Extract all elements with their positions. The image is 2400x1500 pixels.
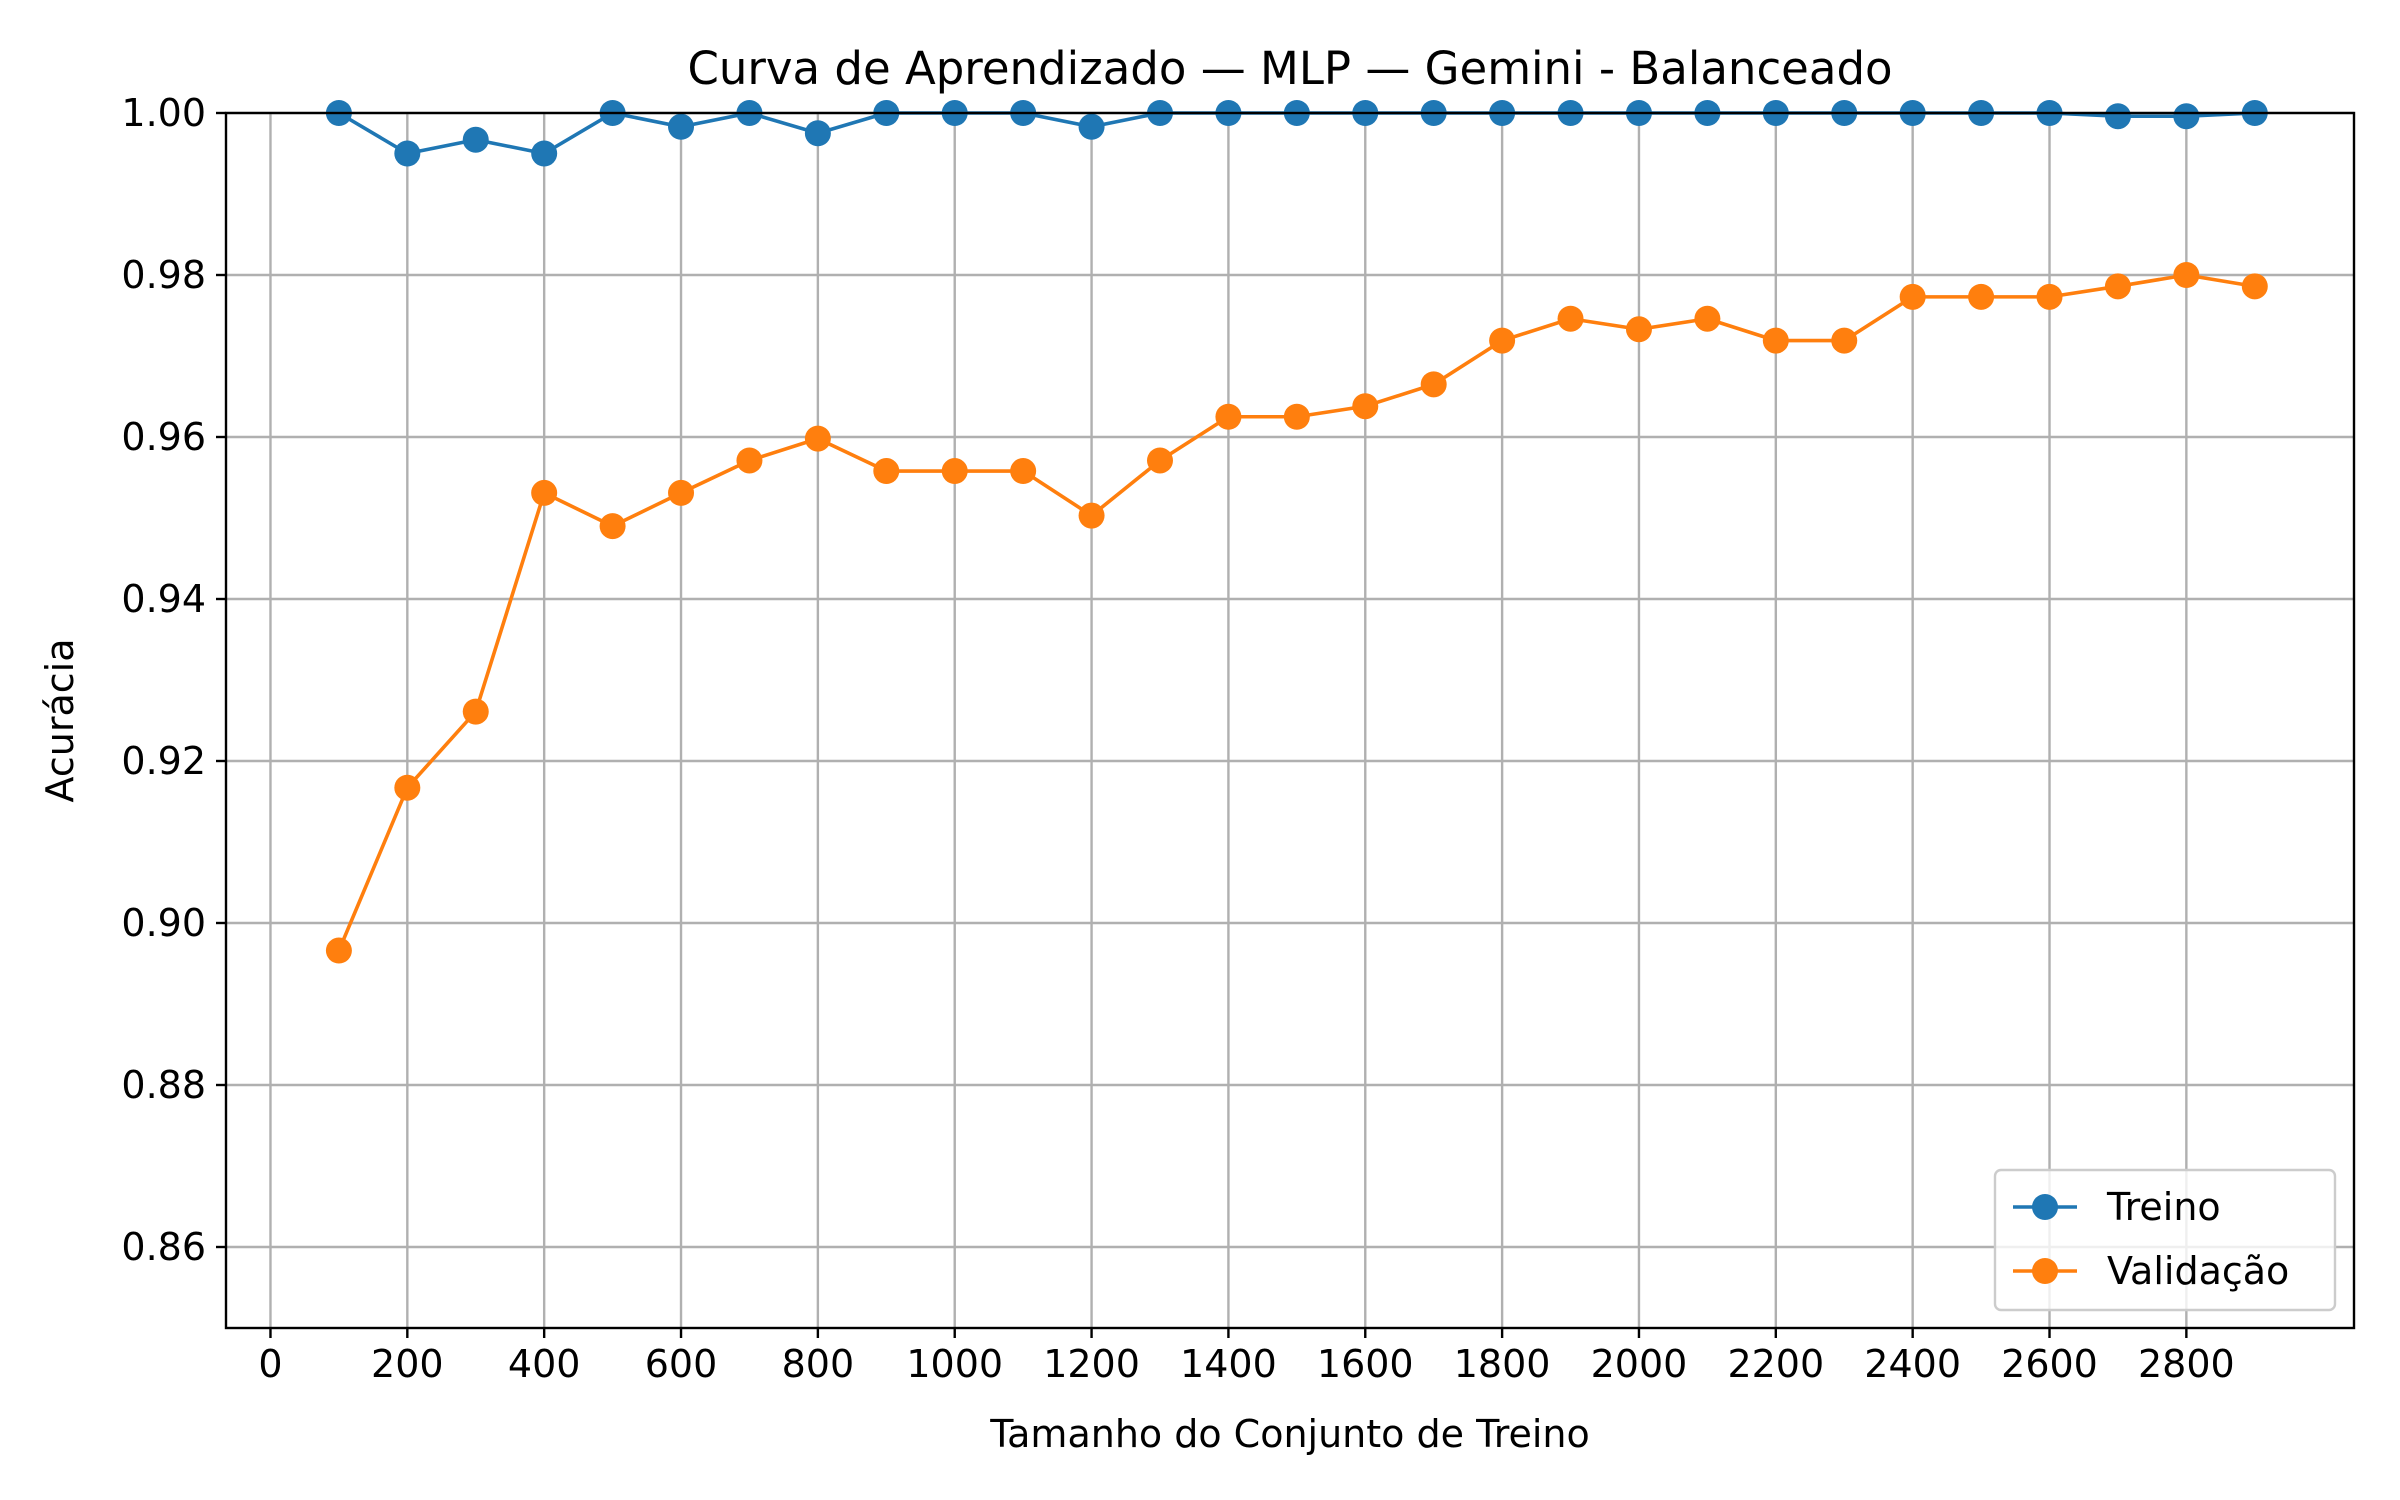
data-point bbox=[668, 479, 695, 506]
x-tick-label: 1400 bbox=[1180, 1342, 1277, 1386]
data-point bbox=[1010, 458, 1037, 485]
x-tick-label: 2000 bbox=[1591, 1342, 1688, 1386]
x-tick-label: 800 bbox=[782, 1342, 855, 1386]
x-tick-label: 2800 bbox=[2138, 1342, 2235, 1386]
y-axis-title: Acurácia bbox=[38, 639, 82, 803]
data-point bbox=[1078, 502, 1105, 529]
y-tick-label: 0.88 bbox=[121, 1063, 206, 1107]
y-tick-label: 1.00 bbox=[121, 91, 206, 135]
x-tick-label: 2600 bbox=[2001, 1342, 2098, 1386]
legend-label: Treino bbox=[2106, 1185, 2221, 1229]
data-point bbox=[2173, 262, 2200, 288]
x-axis-title: Tamanho do Conjunto de Treino bbox=[989, 1412, 1590, 1456]
data-point bbox=[873, 458, 900, 485]
data-point bbox=[1831, 327, 1858, 354]
data-point bbox=[1489, 327, 1516, 354]
y-tick-label: 0.98 bbox=[121, 253, 206, 297]
data-point bbox=[941, 458, 968, 485]
data-point bbox=[1762, 327, 1789, 354]
data-point bbox=[1420, 371, 1447, 398]
y-tick-label: 0.94 bbox=[121, 577, 206, 621]
data-point bbox=[2241, 273, 2268, 300]
data-point bbox=[394, 140, 421, 167]
legend-marker bbox=[2032, 1194, 2058, 1220]
data-point bbox=[1968, 283, 1995, 310]
tick-layer: 0 200 400 600 800 1000 1200 1400 1600 1800 2000 220… bbox=[121, 91, 2234, 1386]
x-tick-label: 200 bbox=[371, 1342, 444, 1386]
legend-box bbox=[1993, 1168, 2337, 1312]
y-tick-label: 0.96 bbox=[121, 415, 206, 459]
data-point bbox=[2104, 273, 2131, 300]
data-point bbox=[394, 774, 421, 801]
data-point bbox=[804, 425, 831, 452]
x-tick-label: 400 bbox=[508, 1342, 581, 1386]
data-point bbox=[2036, 283, 2063, 310]
x-tick-label: 1200 bbox=[1043, 1342, 1140, 1386]
data-point bbox=[462, 126, 489, 153]
data-point bbox=[325, 937, 352, 964]
legend-item: Validação bbox=[2013, 1249, 2289, 1293]
x-tick-label: 2200 bbox=[1727, 1342, 1824, 1386]
data-point bbox=[2104, 103, 2131, 130]
legend-marker bbox=[2032, 1258, 2058, 1284]
legend: Treino Validação bbox=[1993, 1168, 2337, 1312]
data-point bbox=[804, 120, 831, 147]
data-point bbox=[462, 698, 489, 725]
data-point bbox=[599, 513, 626, 540]
data-point bbox=[531, 479, 558, 506]
y-tick-label: 0.90 bbox=[121, 901, 206, 945]
data-point bbox=[1557, 305, 1584, 332]
y-tick-label: 0.86 bbox=[121, 1225, 206, 1269]
x-tick-label: 2400 bbox=[1864, 1342, 1961, 1386]
data-point bbox=[1146, 447, 1173, 474]
data-point bbox=[1352, 393, 1379, 420]
data-point bbox=[2173, 103, 2200, 130]
series-layer bbox=[325, 100, 2268, 964]
chart-title: Curva de Aprendizado — MLP — Gemini - Ba… bbox=[687, 42, 1892, 95]
x-tick-label: 1800 bbox=[1454, 1342, 1551, 1386]
data-point bbox=[668, 113, 695, 140]
series-validacao bbox=[325, 262, 2268, 964]
x-tick-label: 1600 bbox=[1317, 1342, 1414, 1386]
data-point bbox=[1283, 403, 1310, 430]
data-point bbox=[1694, 305, 1721, 332]
data-point bbox=[1078, 113, 1105, 140]
data-point bbox=[1625, 316, 1652, 343]
x-tick-label: 1000 bbox=[906, 1342, 1003, 1386]
x-tick-label: 0 bbox=[258, 1342, 282, 1386]
data-point bbox=[531, 140, 558, 167]
legend-item: Treino bbox=[2013, 1185, 2221, 1229]
legend-label: Validação bbox=[2107, 1249, 2289, 1293]
y-tick-label: 0.92 bbox=[121, 739, 206, 783]
grid-layer bbox=[226, 111, 2354, 1328]
data-point bbox=[736, 447, 763, 474]
x-tick-label: 600 bbox=[645, 1342, 718, 1386]
data-point bbox=[1899, 283, 1926, 310]
plot-frame bbox=[224, 111, 2356, 1330]
data-point bbox=[1215, 403, 1242, 430]
